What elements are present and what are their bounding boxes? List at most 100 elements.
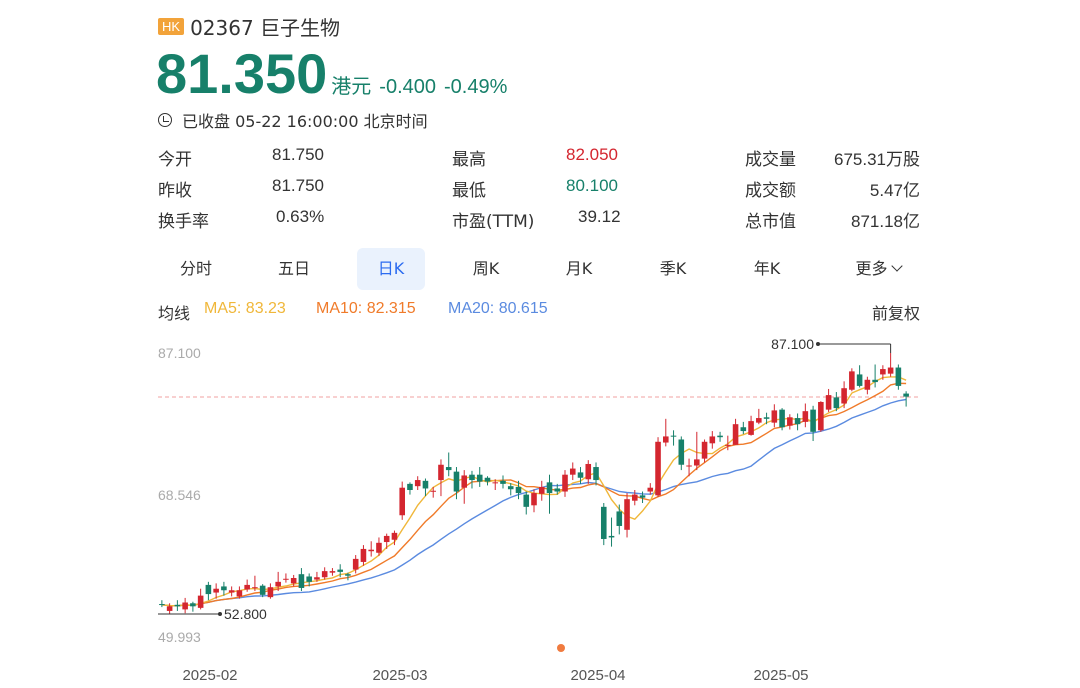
tab-more[interactable]: 更多: [838, 248, 918, 290]
price-change: -0.400: [379, 76, 436, 98]
stat-label: 今开: [158, 150, 192, 170]
candle-body: [205, 584, 212, 595]
candle-body: [895, 367, 902, 386]
candle-body: [267, 587, 274, 598]
candle-body: [717, 435, 723, 438]
candle-body: [174, 604, 181, 607]
stats-row: 换手率 0.63% 市盈(TTM) 39.12 总市值 871.18亿: [158, 207, 920, 238]
stat-value: 82.050: [566, 145, 618, 164]
candle-body: [492, 482, 499, 484]
candle-body: [647, 487, 654, 492]
tab-intraday[interactable]: 分时: [179, 259, 212, 278]
candle-body: [360, 548, 367, 562]
stat-label: 成交量: [745, 150, 796, 170]
candle-body: [500, 480, 506, 484]
stat-value: 871.18亿: [851, 212, 920, 231]
candle-body: [787, 417, 793, 426]
candle-body: [631, 494, 638, 501]
candle-body: [221, 586, 227, 591]
candle-body: [756, 418, 762, 423]
candle-body: [655, 441, 661, 496]
candle-body: [740, 427, 747, 432]
price-adjust-toggle[interactable]: 前复权: [871, 306, 920, 323]
tab-more-label: 更多: [855, 259, 888, 278]
candle-body: [407, 483, 413, 490]
candle-body: [414, 480, 421, 487]
candle-body: [159, 604, 165, 606]
quote-row: 81.350 港元 -0.400 -0.49%: [156, 44, 507, 104]
candle-body: [190, 603, 196, 607]
high-annotation-dot: [816, 342, 820, 346]
chevron-down-icon: [890, 260, 903, 272]
candle-body: [329, 571, 336, 573]
candle-body: [779, 409, 785, 428]
candle-body: [732, 424, 739, 445]
tab-quarterly-k[interactable]: 季K: [659, 259, 687, 278]
candle-body: [507, 486, 514, 490]
stats-row: 昨收 81.750 最低 80.100 成交额 5.47亿: [158, 176, 920, 207]
candle-body: [670, 435, 677, 437]
page-indicator-dot[interactable]: [557, 644, 565, 652]
candle-body: [484, 477, 491, 482]
stats-table: 今开 81.750 最高 82.050 成交量 675.31万股 昨收 81.7…: [158, 145, 920, 238]
stat-label: 换手率: [158, 212, 209, 232]
stat-label: 最低: [452, 181, 486, 201]
candle-body: [802, 411, 809, 422]
candle-body: [856, 374, 863, 386]
candle-body: [608, 535, 615, 538]
candle-body: [694, 459, 700, 466]
low-annotation-dot: [218, 611, 222, 616]
kline-chart[interactable]: 87.100 68.546 49.993 87.100 52.800 2025-02 202…: [0, 330, 1080, 688]
candle-body: [445, 467, 452, 471]
candle-body: [639, 495, 646, 498]
candle-body: [259, 585, 266, 595]
candle-body: [430, 490, 437, 492]
candle-body: [569, 468, 576, 475]
ma-label: 均线: [158, 306, 191, 323]
ma20-value: MA20: 80.615: [448, 300, 548, 317]
candle-body: [275, 581, 281, 587]
candle-body: [701, 441, 708, 459]
x-tick-label: 2025-03: [372, 667, 427, 684]
candle-body: [818, 401, 824, 431]
candle-body: [577, 472, 584, 478]
high-annotation-label: 87.100: [771, 336, 814, 352]
candle-body: [546, 482, 553, 494]
candle-body: [438, 464, 444, 481]
x-tick-label: 2025-04: [570, 667, 625, 684]
x-tick-label: 2025-05: [753, 667, 808, 684]
candle-body: [771, 410, 778, 423]
header: HK 02367 巨子生物: [158, 12, 340, 41]
candle-body: [314, 577, 320, 580]
tab-yearly-k[interactable]: 年K: [753, 259, 781, 278]
candle-body: [709, 436, 716, 444]
candle-body: [383, 535, 390, 543]
tab-daily-k[interactable]: 日K: [357, 248, 425, 290]
candle-body: [624, 499, 630, 530]
low-annotation-label: 52.800: [224, 606, 267, 622]
candle-body: [887, 367, 894, 374]
stat-label: 最高: [452, 150, 486, 170]
candle-body: [600, 506, 607, 539]
candle-body: [810, 409, 816, 432]
candle-body: [531, 493, 537, 506]
candle-body: [880, 369, 886, 375]
candle-body: [376, 542, 382, 553]
market-status-text: 已收盘 05-22 16:00:00 北京时间: [182, 112, 428, 131]
candle-body: [182, 602, 188, 610]
candle-body: [306, 576, 312, 582]
candle-body: [515, 486, 522, 494]
candle-body: [585, 463, 592, 480]
tab-weekly-k[interactable]: 周K: [472, 259, 500, 278]
candle-body: [213, 588, 219, 593]
stat-value: 5.47亿: [869, 181, 920, 200]
candle-body: [616, 511, 623, 526]
candle-body: [228, 590, 235, 593]
candle-body: [236, 590, 243, 597]
stat-value: 675.31万股: [834, 150, 920, 169]
tab-five-day[interactable]: 五日: [277, 259, 310, 278]
currency-unit: 港元: [331, 74, 372, 98]
tab-monthly-k[interactable]: 月K: [565, 259, 593, 278]
y-tick-label: 87.100: [158, 345, 201, 361]
candle-body: [453, 471, 460, 492]
